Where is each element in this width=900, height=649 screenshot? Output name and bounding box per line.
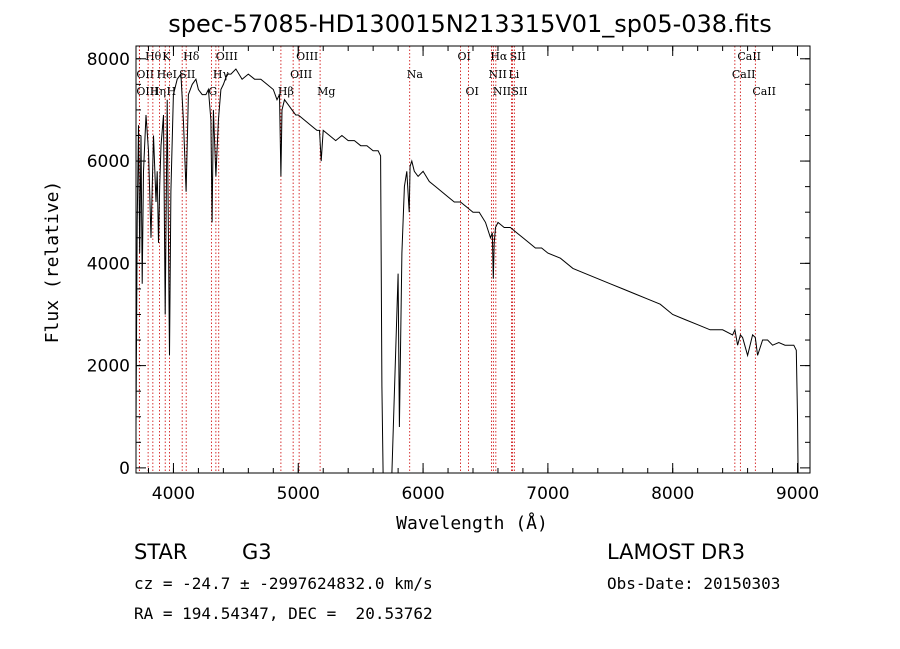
- y-axis-label: Flux (relative): [42, 181, 63, 344]
- spectral-line-label-3: OII: [136, 68, 154, 81]
- spectral-line-label-12: OIII: [296, 50, 318, 63]
- spectral-line-label-14: Hβ: [278, 85, 294, 98]
- y-tick-label-0: 0: [119, 459, 130, 479]
- x-axis-label: Wavelength (Å): [396, 512, 548, 534]
- spectral-line-label-25: CaII: [737, 50, 761, 63]
- y-tick-label-1: 2000: [87, 357, 130, 377]
- chart-title: spec-57085-HD130015N213315V01_sp05-038.f…: [168, 10, 771, 38]
- observation-date: Obs-Date: 20150303: [607, 574, 781, 593]
- spectral-line-label-9: OIII: [216, 50, 238, 63]
- survey-name: LAMOST DR3: [607, 540, 746, 564]
- spectral-line-label-11: G: [208, 85, 217, 98]
- object-subclass: G3: [242, 540, 272, 564]
- spectral-line-label-19: Hα: [490, 50, 508, 63]
- spectral-line-label-26: CaII: [732, 68, 756, 81]
- spectral-line-label-8: H: [166, 85, 176, 98]
- spectral-line-label-4: HeI: [157, 68, 177, 81]
- redshift-info: cz = -24.7 ± -2997624832.0 km/s: [134, 574, 433, 593]
- spectral-line-label-16: Na: [407, 68, 424, 81]
- object-class: STAR: [134, 540, 188, 564]
- x-tick-label-1: 5000: [277, 484, 320, 504]
- flux-series: [135, 68, 799, 474]
- spectral-line-label-2: Hδ: [183, 50, 200, 63]
- spectral-line-label-15: Mg: [317, 85, 335, 98]
- spectral-line-label-7: Hη: [150, 85, 166, 98]
- spectral-line-label-27: CaII: [752, 85, 776, 98]
- plot-frame: [135, 45, 811, 474]
- spectral-line-label-13: OIII: [290, 68, 312, 81]
- coordinates-info: RA = 194.54347, DEC = 20.53762: [134, 604, 433, 623]
- spectral-line-label-23: NII: [493, 85, 511, 98]
- x-tick-label-2: 6000: [401, 484, 444, 504]
- spectral-line-label-0: Hθ: [145, 50, 162, 63]
- series-flux: [135, 68, 799, 474]
- axis-ticks: 4000 5000 6000 7000 8000 9000 0 2000 4000 6000 800…: [87, 46, 819, 504]
- x-tick-label-0: 4000: [152, 484, 195, 504]
- y-tick-label-4: 8000: [87, 50, 130, 70]
- x-tick-label-4: 8000: [651, 484, 694, 504]
- y-tick-label-2: 4000: [87, 254, 130, 274]
- spectral-line-label-24: SII: [511, 85, 527, 98]
- x-tick-label-3: 7000: [526, 484, 569, 504]
- y-tick-label-3: 6000: [87, 152, 130, 172]
- spectral-line-label-20: SII: [510, 50, 526, 63]
- spectral-line-label-1: K: [162, 50, 171, 63]
- spectral-line-label-18: OI: [466, 85, 479, 98]
- spectral-line-label-21: NII: [488, 68, 506, 81]
- spectral-line-label-5: SII: [179, 68, 195, 81]
- x-tick-label-5: 9000: [776, 484, 819, 504]
- spectral-line-label-17: OI: [458, 50, 471, 63]
